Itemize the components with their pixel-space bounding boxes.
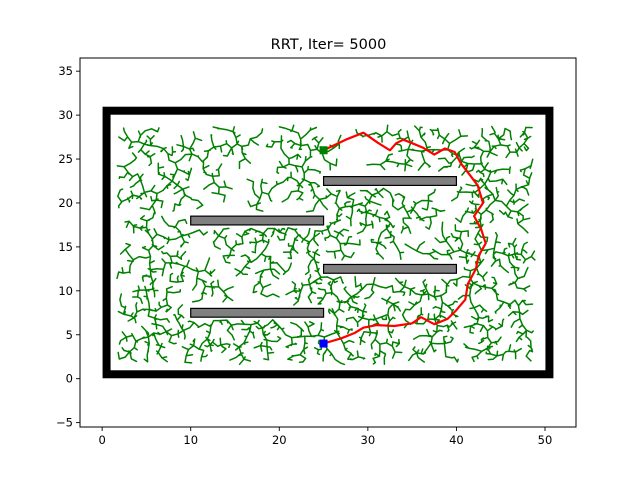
path-line [322,131,487,345]
y-tick-label-5: 20 [58,196,73,210]
x-tick-label-1: 10 [183,433,198,447]
x-tick-label-3: 30 [361,433,376,447]
chart-title: RRT, Iter= 5000 [271,37,387,53]
y-tick-label-8: 35 [58,64,73,78]
y-tick-label-4: 15 [58,240,73,254]
goal-marker [319,146,328,155]
obstacles [190,176,458,318]
x-tick-label-4: 40 [449,433,464,447]
y-tick-label-3: 10 [58,284,73,298]
x-axis: 0 10 20 30 40 50 [98,427,552,447]
y-axis: −5 0 5 10 15 20 25 30 35 [56,64,80,430]
obstacle-2 [322,176,458,186]
start-marker [319,339,328,348]
markers [319,146,328,348]
x-tick-label-0: 0 [98,433,105,447]
obstacle-0 [190,215,325,226]
y-tick-label-2: 5 [66,328,73,342]
plot-area [79,57,577,428]
solution-path [322,131,487,345]
y-tick-label-1: 0 [66,372,73,386]
axes-frame [79,57,577,428]
y-tick-label-0: −5 [56,416,73,430]
obstacle-3 [322,263,458,274]
x-tick-label-5: 50 [538,433,553,447]
y-tick-label-7: 30 [58,108,73,122]
y-tick-label-6: 25 [58,152,73,166]
obstacle-1 [190,307,325,318]
x-tick-label-2: 20 [272,433,287,447]
boundary-rect [102,106,554,379]
boundary-wall [102,106,554,379]
